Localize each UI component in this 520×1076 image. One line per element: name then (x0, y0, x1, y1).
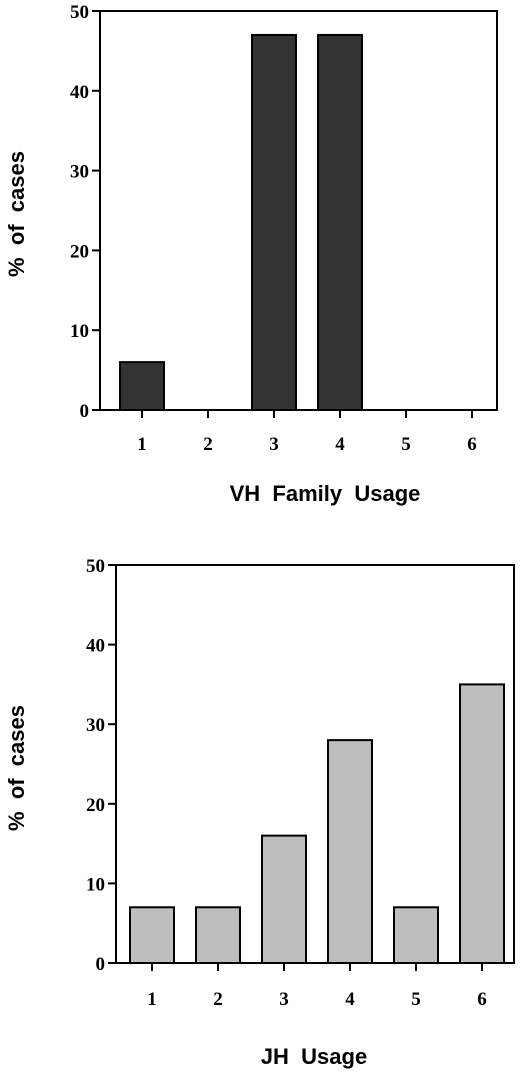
jh-y-tick-label: 10 (86, 874, 105, 895)
vh-y-axis-title: % of cases (4, 151, 29, 277)
jh-x-axis: 1 2 3 4 5 6 (147, 963, 487, 1010)
vh-y-tick-label: 10 (70, 321, 89, 342)
vh-y-tick-label: 30 (70, 162, 89, 183)
jh-bar-5 (393, 906, 439, 965)
jh-y-tick-label: 0 (96, 954, 106, 975)
jh-x-tick-label: 2 (213, 989, 223, 1010)
jh-x-tick-label: 6 (477, 989, 487, 1010)
jh-bar-4 (327, 739, 373, 964)
vh-x-tick-label: 1 (137, 434, 147, 455)
vh-x-axis: 1 2 3 4 5 6 (137, 410, 477, 455)
jh-bar-1 (129, 906, 175, 965)
jh-bar-3 (261, 834, 307, 965)
vh-x-tick-label: 5 (401, 434, 411, 455)
vh-y-tick-label: 0 (80, 401, 90, 422)
jh-plot-frame (115, 564, 515, 964)
vh-x-tick-label: 6 (467, 434, 477, 455)
vh-x-tick-label: 3 (269, 434, 279, 455)
jh-y-tick-label: 20 (86, 795, 105, 816)
jh-x-tick-label: 1 (147, 989, 157, 1010)
jh-x-tick-label: 5 (411, 989, 421, 1010)
jh-y-tick-label: 50 (86, 556, 105, 577)
vh-bars (119, 33, 363, 411)
vh-plot-frame (99, 10, 498, 411)
vh-x-tick-label: 4 (335, 434, 345, 455)
jh-y-tick-label: 30 (86, 715, 105, 736)
jh-y-tick-label: 40 (86, 636, 105, 657)
vh-bar-1 (119, 361, 165, 411)
jh-x-axis-title: JH Usage (261, 1044, 367, 1069)
vh-y-tick-label: 20 (70, 241, 89, 262)
vh-y-axis: 0 10 20 30 40 50 (70, 2, 100, 422)
vh-x-tick-label: 2 (203, 434, 213, 455)
jh-x-tick-label: 3 (279, 989, 289, 1010)
vh-bar-3 (251, 33, 297, 411)
jh-y-axis-title: % of cases (4, 705, 29, 831)
jh-bar-2 (195, 906, 241, 965)
jh-bars (129, 683, 505, 965)
jh-bar-6 (459, 683, 505, 965)
vh-bar-4 (317, 33, 363, 411)
jh-chart: 0 10 20 30 40 50 1 2 3 4 5 6 % of cases JH Usage (4, 556, 515, 1069)
jh-y-axis: 0 10 20 30 40 50 (86, 556, 116, 975)
vh-y-tick-label: 50 (70, 2, 89, 23)
jh-x-tick-label: 4 (345, 989, 355, 1010)
vh-chart: 0 10 20 30 40 50 1 2 3 4 5 6 % of cases VH Family … (4, 2, 498, 506)
vh-x-axis-title: VH Family Usage (230, 481, 421, 506)
vh-y-tick-label: 40 (70, 82, 89, 103)
